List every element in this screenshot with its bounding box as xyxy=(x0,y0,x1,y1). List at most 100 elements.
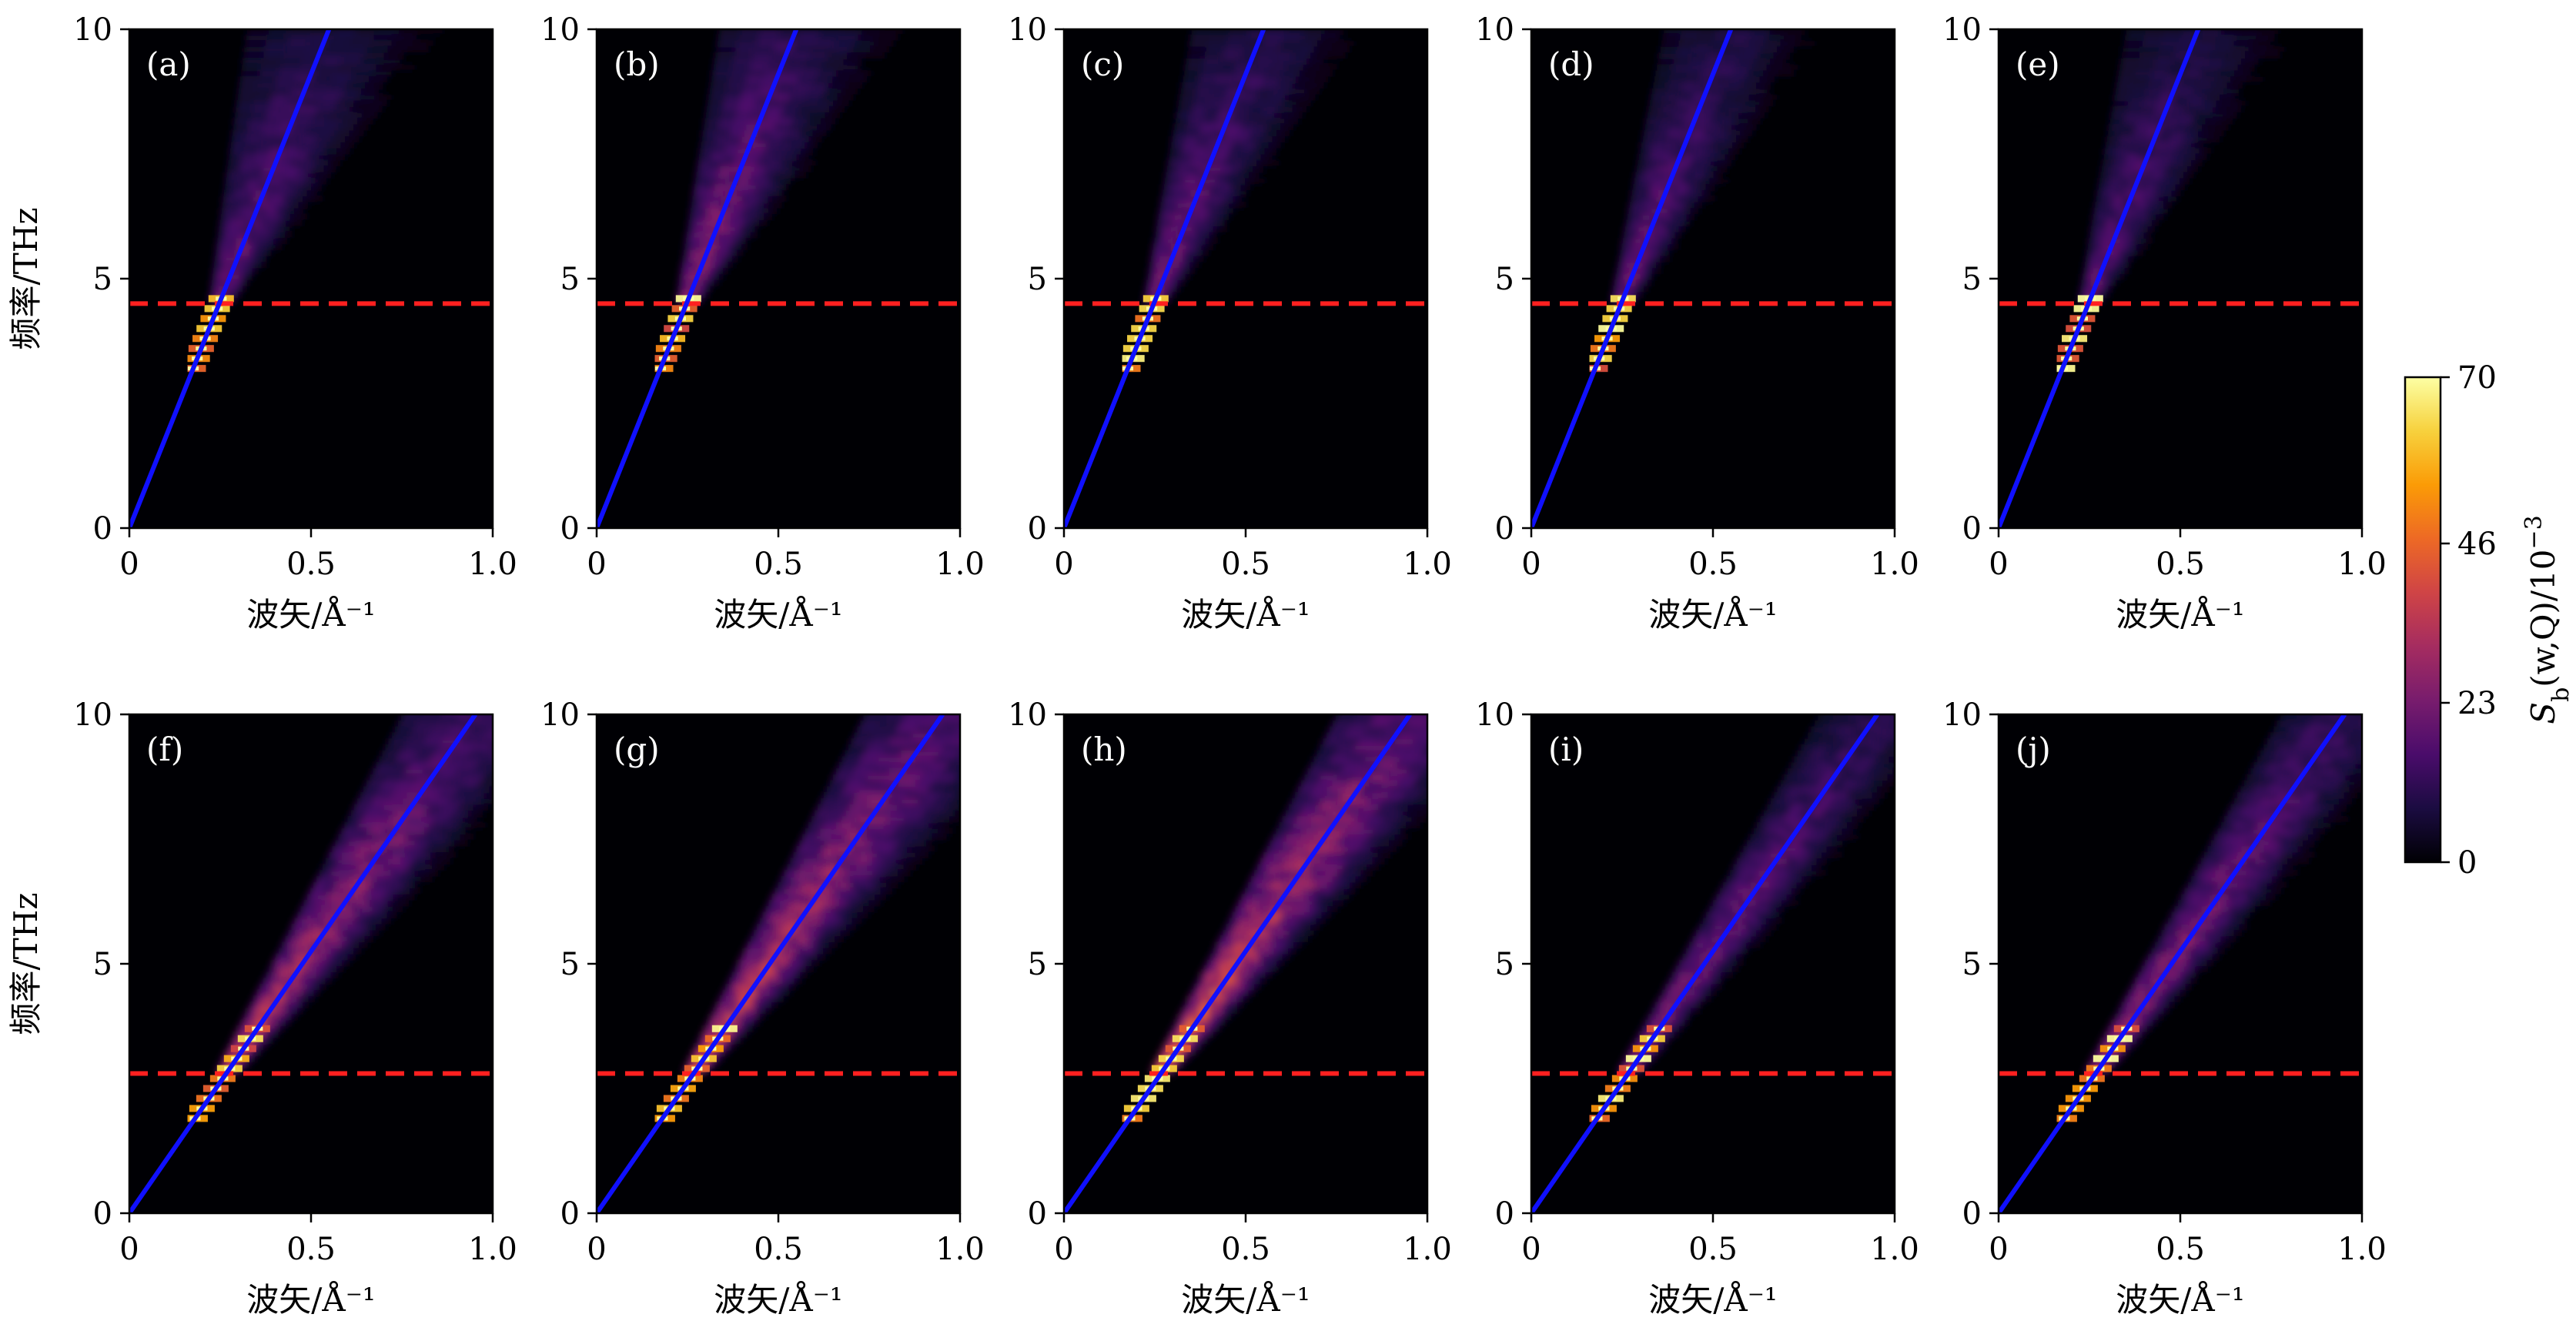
y-tick-label: 10 xyxy=(1008,697,1047,733)
y-tick-label: 0 xyxy=(93,511,112,547)
x-tick-label: 0.5 xyxy=(2156,547,2205,582)
x-tick-label: 1.0 xyxy=(1403,547,1452,582)
x-tick-label: 0.5 xyxy=(754,547,803,582)
heatmap-cells xyxy=(1122,29,1354,373)
panel-label: (j) xyxy=(2016,731,2051,768)
panel-label: (e) xyxy=(2016,45,2060,83)
y-tick-label: 0 xyxy=(1028,511,1047,547)
x-tick-label: 0.5 xyxy=(1221,1232,1270,1267)
panel-e: (e) 0 0.5 1.0 0 5 10 波矢/Å⁻¹ xyxy=(1942,12,2387,634)
x-tick-label: 1.0 xyxy=(1870,547,1919,582)
dispersion-line xyxy=(1999,714,2347,1213)
x-tick-label: 0 xyxy=(119,547,139,582)
x-tick-label: 0.5 xyxy=(2156,1232,2205,1267)
y-tick-label: 0 xyxy=(1962,1196,1982,1232)
y-tick-label: 0 xyxy=(1028,1196,1047,1232)
colorbar-tick-label: 46 xyxy=(2457,527,2497,562)
panel-label: (b) xyxy=(614,45,660,83)
y-tick-label: 0 xyxy=(1495,1196,1514,1232)
panel-c: (c) 0 0.5 1.0 0 5 10 波矢/Å⁻¹ xyxy=(1008,12,1452,634)
x-axis-label: 波矢/Å⁻¹ xyxy=(1648,595,1778,634)
x-axis-label: 波矢/Å⁻¹ xyxy=(2116,1280,2245,1319)
x-tick-label: 0.5 xyxy=(286,1232,336,1267)
y-tick-label: 10 xyxy=(1008,12,1047,48)
panel-g: (g) 0 0.5 1.0 0 5 10 波矢/Å⁻¹ xyxy=(540,697,985,1319)
y-tick-label: 10 xyxy=(540,697,580,733)
x-tick-label: 1.0 xyxy=(935,1232,985,1267)
panel-label: (f) xyxy=(146,731,183,768)
panels-layer: (a) 0 0.5 1.0 0 5 10 波矢/Å⁻¹ 频率/THz (b) 0 0.5 1.0 0 5 10… xyxy=(7,12,2387,1319)
panel-label: (d) xyxy=(1548,45,1594,83)
panel-h: (h) 0 0.5 1.0 0 5 10 波矢/Å⁻¹ xyxy=(1008,697,1452,1319)
y-tick-label: 5 xyxy=(560,947,580,982)
y-tick-label: 5 xyxy=(1962,262,1982,297)
x-axis-label: 波矢/Å⁻¹ xyxy=(714,1280,843,1319)
y-tick-label: 10 xyxy=(1942,12,1982,48)
panel-label: (i) xyxy=(1548,731,1584,768)
x-tick-label: 1.0 xyxy=(468,1232,517,1267)
panel-label: (g) xyxy=(614,731,660,768)
x-tick-label: 0 xyxy=(587,1232,606,1267)
x-tick-label: 0.5 xyxy=(1221,547,1270,582)
dispersion-line xyxy=(1064,29,1266,528)
x-tick-label: 1.0 xyxy=(1870,1232,1919,1267)
panel-j: (j) 0 0.5 1.0 0 5 10 波矢/Å⁻¹ xyxy=(1942,697,2387,1319)
x-axis-label: 波矢/Å⁻¹ xyxy=(1648,1280,1778,1319)
colorbar-tick-label: 23 xyxy=(2457,686,2497,721)
y-tick-label: 0 xyxy=(1962,511,1982,547)
y-tick-label: 5 xyxy=(93,262,112,297)
x-tick-label: 0 xyxy=(1989,547,2008,582)
panel-f: (f) 0 0.5 1.0 0 5 10 波矢/Å⁻¹ 频率/THz xyxy=(7,697,517,1319)
y-tick-label: 5 xyxy=(1028,262,1047,297)
y-tick-label: 10 xyxy=(540,12,580,48)
y-tick-label: 5 xyxy=(93,947,112,982)
x-axis-label: 波矢/Å⁻¹ xyxy=(1181,1280,1310,1319)
heatmap-cells xyxy=(2056,714,2362,1122)
x-tick-label: 0.5 xyxy=(1688,547,1738,582)
x-tick-label: 0.5 xyxy=(1688,1232,1738,1267)
x-tick-label: 1.0 xyxy=(468,547,517,582)
y-tick-label: 5 xyxy=(1495,262,1514,297)
x-axis-label: 波矢/Å⁻¹ xyxy=(246,595,376,634)
x-tick-label: 1.0 xyxy=(935,547,985,582)
colorbar-gradient xyxy=(2404,376,2442,864)
x-axis-label: 波矢/Å⁻¹ xyxy=(714,595,843,634)
dispersion-line xyxy=(597,714,945,1213)
x-tick-label: 0 xyxy=(1054,1232,1073,1267)
x-tick-label: 0 xyxy=(119,1232,139,1267)
x-tick-label: 0.5 xyxy=(754,1232,803,1267)
panel-label: (c) xyxy=(1081,45,1124,83)
colorbar-label: Sb(w,Q)/10−3 xyxy=(2521,515,2574,724)
dispersion-line xyxy=(1531,714,1879,1213)
dispersion-line xyxy=(1999,29,2201,528)
x-tick-label: 0.5 xyxy=(286,547,336,582)
panel-b: (b) 0 0.5 1.0 0 5 10 波矢/Å⁻¹ xyxy=(540,12,985,634)
panel-i: (i) 0 0.5 1.0 0 5 10 波矢/Å⁻¹ xyxy=(1475,697,1919,1319)
x-tick-label: 0 xyxy=(1521,1232,1541,1267)
y-tick-label: 0 xyxy=(1495,511,1514,547)
y-tick-label: 0 xyxy=(560,1196,580,1232)
dispersion-line xyxy=(1531,29,1734,528)
y-tick-label: 10 xyxy=(73,12,112,48)
colorbar: 0 23 46 70 Sb(w,Q)/10−3 xyxy=(2404,360,2574,881)
colorbar-tick-label: 70 xyxy=(2457,360,2497,396)
y-axis-label: 频率/THz xyxy=(7,893,45,1035)
y-tick-label: 10 xyxy=(73,697,112,733)
dispersion-line xyxy=(597,29,799,528)
y-tick-label: 10 xyxy=(1475,12,1514,48)
y-tick-label: 10 xyxy=(1942,697,1982,733)
x-axis-label: 波矢/Å⁻¹ xyxy=(2116,595,2245,634)
y-tick-label: 5 xyxy=(560,262,580,297)
y-tick-label: 5 xyxy=(1962,947,1982,982)
colorbar-tick-label: 0 xyxy=(2457,845,2477,881)
panel-a: (a) 0 0.5 1.0 0 5 10 波矢/Å⁻¹ 频率/THz xyxy=(7,12,517,634)
panel-d: (d) 0 0.5 1.0 0 5 10 波矢/Å⁻¹ xyxy=(1475,12,1919,634)
x-axis-label: 波矢/Å⁻¹ xyxy=(246,1280,376,1319)
y-tick-label: 0 xyxy=(93,1196,112,1232)
x-tick-label: 0 xyxy=(1521,547,1541,582)
x-tick-label: 0 xyxy=(1054,547,1073,582)
x-tick-label: 1.0 xyxy=(2337,547,2387,582)
x-axis-label: 波矢/Å⁻¹ xyxy=(1181,595,1310,634)
x-tick-label: 1.0 xyxy=(2337,1232,2387,1267)
